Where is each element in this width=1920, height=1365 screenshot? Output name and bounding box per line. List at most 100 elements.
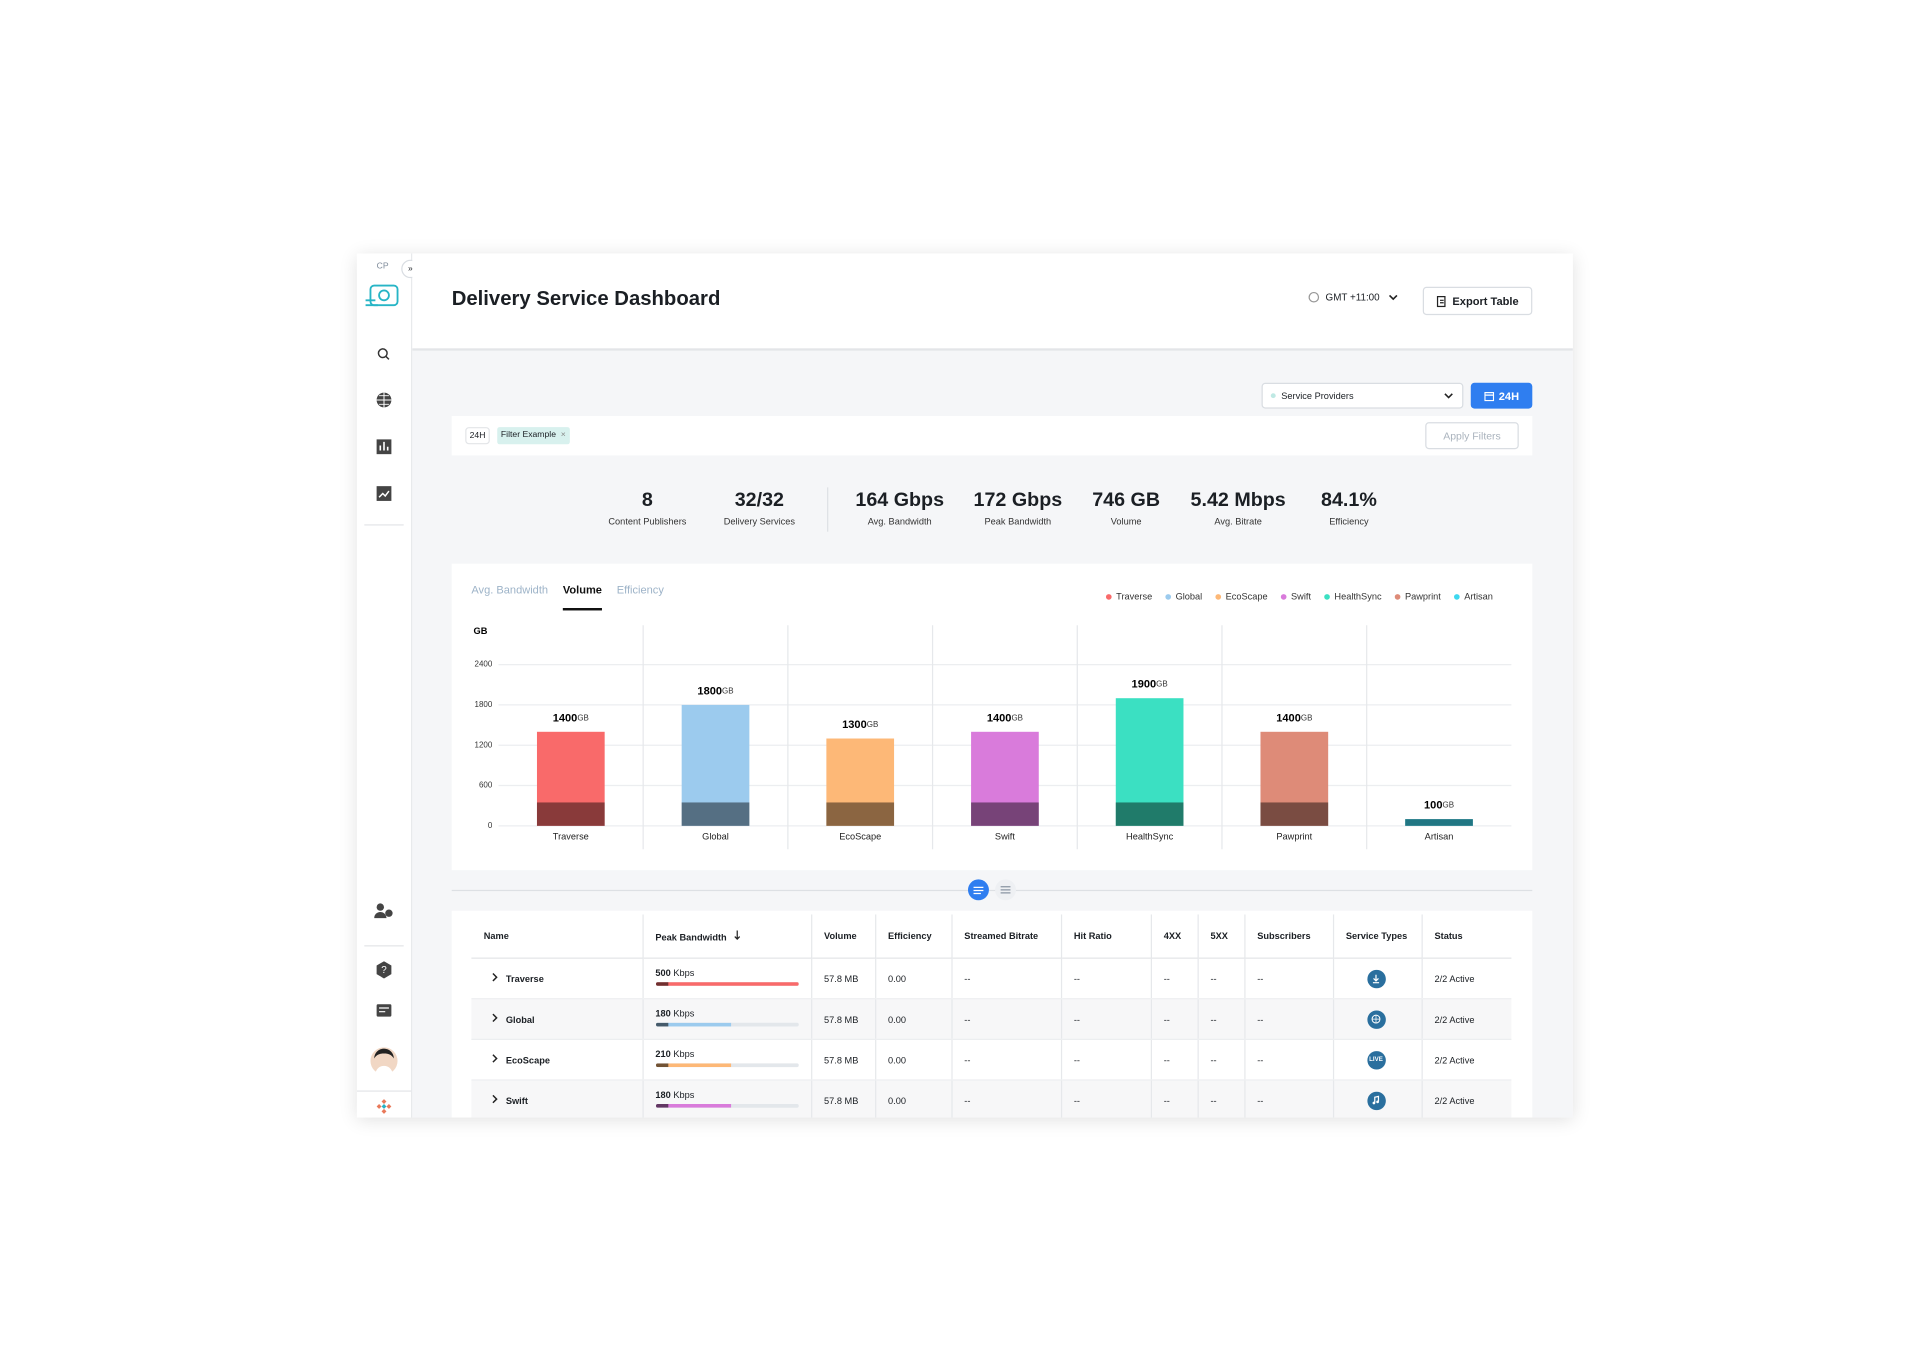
peak-value: 210	[655, 1047, 671, 1060]
column-header: 5XX	[1196, 914, 1245, 959]
chart-tab[interactable]: Volume	[563, 585, 602, 597]
value-number: 1800	[697, 685, 722, 697]
table-cell: --	[950, 958, 1061, 1000]
chart-icon[interactable]	[375, 438, 392, 455]
remove-chip[interactable]: ×	[560, 430, 566, 440]
chart-tab[interactable]: Avg. Bandwidth	[471, 585, 548, 597]
service-icon	[1366, 969, 1386, 988]
chevron	[492, 1094, 498, 1104]
header: Delivery Service Dashboard GMT +11:00 Ex…	[412, 253, 1573, 351]
divider	[356, 1090, 412, 1092]
cell-text: --	[1257, 1094, 1264, 1106]
expand-row[interactable]	[491, 1054, 506, 1066]
column-header: Efficiency	[874, 914, 952, 959]
provider-label: Service Providers	[1281, 390, 1354, 402]
column-title: Name	[483, 930, 509, 942]
cell-text: 2/2 Active	[1434, 972, 1475, 984]
value-number: 1400	[987, 712, 1012, 724]
filter-chip[interactable]: 24H	[465, 427, 490, 445]
calendar-icon	[1483, 391, 1494, 401]
view-toggle[interactable]	[967, 878, 1019, 903]
help-icon[interactable]: ?	[375, 961, 392, 979]
cell-text: 0.00	[887, 1094, 906, 1106]
svg-text:?: ?	[381, 965, 387, 976]
timezone-select[interactable]: GMT +11:00	[1308, 292, 1400, 303]
column-title: 5XX	[1210, 930, 1228, 942]
column-header: Subscribers	[1243, 914, 1333, 959]
cell-text: 0.00	[887, 1013, 906, 1025]
value-label: 100GB	[1424, 800, 1454, 812]
peak-unit: Kbps	[673, 1007, 695, 1019]
legend-dot	[1324, 594, 1330, 600]
chart-tab[interactable]: Efficiency	[617, 585, 665, 597]
column-header[interactable]: Peak Bandwidth	[641, 914, 812, 959]
expand-row[interactable]	[491, 1094, 506, 1106]
music-glyph	[1372, 1095, 1380, 1105]
table-cell: 0.00	[874, 1079, 952, 1118]
bar	[681, 704, 750, 826]
data-table: Name Peak Bandwidth Volume Efficiency Stream…	[471, 914, 1512, 1118]
peak-text: 500 Kbps	[655, 967, 810, 978]
value-unit: GB	[867, 720, 879, 729]
y-axis-label: GB	[474, 626, 488, 636]
row-name: Swift	[505, 1095, 528, 1107]
cell-text: 57.8 MB	[823, 1013, 859, 1025]
x-tick-label: Pawprint	[1276, 831, 1312, 841]
table-cell: EcoScape	[471, 1039, 643, 1081]
column-header: Hit Ratio	[1060, 914, 1151, 959]
expand-row[interactable]	[491, 1013, 506, 1025]
table-cell: --	[1243, 1079, 1333, 1118]
provider-select[interactable]: Service Providers	[1261, 382, 1464, 409]
cell-text: --	[1163, 1054, 1170, 1066]
users-icon[interactable]	[374, 902, 394, 919]
bar-shade	[681, 802, 750, 826]
value-number: 1300	[842, 719, 867, 731]
expand-row[interactable]	[491, 972, 506, 984]
export-button[interactable]: Export Table	[1422, 286, 1533, 316]
search-icon[interactable]	[377, 347, 392, 362]
x-tick-label: Artisan	[1425, 831, 1454, 841]
peak-track	[655, 1103, 799, 1108]
table-cell: --	[1243, 958, 1333, 1000]
table-cell: --	[1150, 1039, 1198, 1081]
range-button[interactable]: 24H	[1470, 382, 1533, 409]
stat: 84.1% Efficiency	[1281, 490, 1416, 527]
table-cell: --	[950, 1039, 1061, 1081]
table-cell: 500 Kbps	[641, 958, 812, 1000]
table-cell: --	[1060, 958, 1151, 1000]
peak-unit: Kbps	[673, 1088, 695, 1100]
bar	[536, 731, 605, 826]
peak-fill	[655, 981, 799, 986]
peak-fill	[655, 1062, 732, 1067]
cell-text: --	[1210, 1054, 1217, 1066]
column-header: Volume	[810, 914, 876, 959]
apply-button[interactable]: Apply Filters	[1425, 422, 1519, 450]
column-title: Efficiency	[887, 930, 932, 942]
bar-shade	[971, 802, 1039, 826]
globe-icon[interactable]	[375, 391, 392, 408]
chart-panel: Avg. Bandwidth Volume Efficiency Traverse Gl…	[451, 563, 1533, 871]
avatar[interactable]	[370, 1047, 398, 1075]
table-row: EcoScape 210 Kbps 57.8 MB 0.00 -- -- -- -- -- LIV…	[471, 1039, 1512, 1081]
cell-text: --	[964, 972, 971, 984]
stat-value: 32/32	[734, 489, 785, 511]
filter-chip-label: Filter Example	[500, 430, 556, 440]
column-title: Service Types	[1345, 930, 1408, 942]
export-label: Export Table	[1452, 294, 1519, 308]
cell-text: --	[1210, 1013, 1217, 1025]
cell-text: --	[1257, 1054, 1264, 1066]
row-name: EcoScape	[505, 1054, 550, 1066]
stat-label: Content Publishers	[608, 515, 687, 527]
trend-icon[interactable]	[375, 485, 392, 502]
service-icon	[1366, 1091, 1386, 1110]
value-unit: GB	[577, 713, 589, 722]
bar-shade	[536, 802, 605, 826]
docs-icon[interactable]	[375, 1002, 392, 1019]
service-icon: LIVE	[1366, 1050, 1386, 1069]
table-cell	[1332, 1079, 1422, 1118]
value-unit: GB	[1011, 713, 1023, 722]
cell-text: --	[1163, 1094, 1170, 1106]
filter-chip[interactable]: Filter Example ×	[497, 427, 570, 445]
column-title: Streamed Bitrate	[964, 930, 1039, 942]
